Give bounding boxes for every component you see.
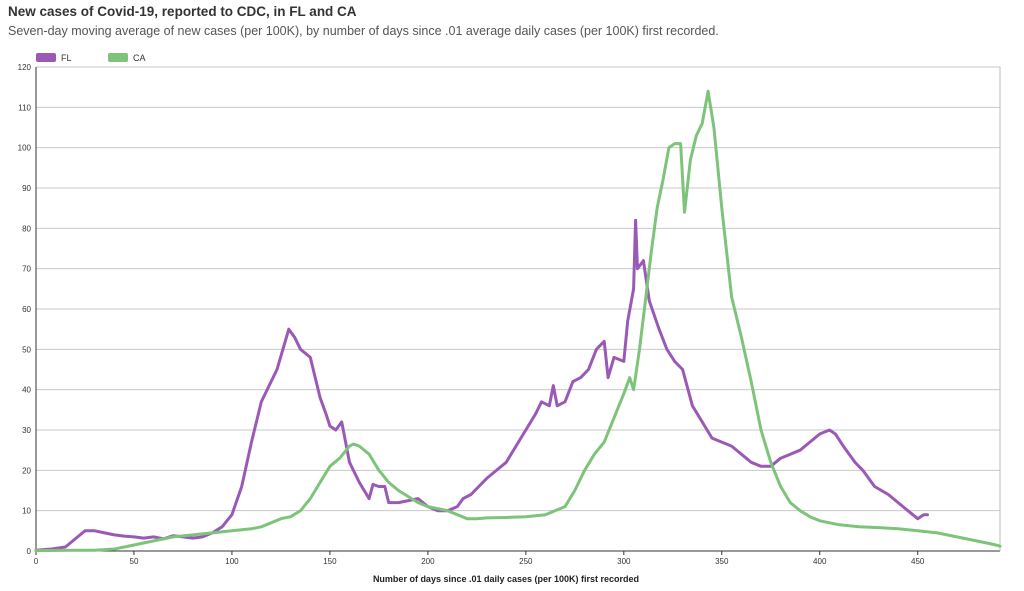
chart-title: New cases of Covid-19, reported to CDC, … [8,4,357,19]
axes: 0 10 20 30 40 50 60 70 80 90 100 110 120 0 50 100 150 200… [18,63,1001,566]
legend: FL CA [36,53,146,63]
y-tick-label: 80 [22,224,31,233]
series-lines [34,89,1002,553]
x-tick-label: 450 [911,557,925,566]
chart-subtitle: Seven-day moving average of new cases (p… [8,24,719,38]
x-tick-label: 50 [130,557,139,566]
y-tick-label: 110 [18,103,31,112]
x-tick-label: 250 [519,557,533,566]
y-tick-label: 0 [27,547,32,556]
series-line-fl [34,218,929,552]
series-line-ca [34,89,1002,553]
y-tick-label: 90 [22,184,31,193]
y-tick-label: 10 [22,507,31,516]
y-tick-label: 100 [18,144,32,153]
grid-lines [36,66,1000,512]
y-tick-label: 40 [22,386,31,395]
legend-swatch-fl [36,53,56,62]
x-tick-label: 300 [617,557,631,566]
legend-label-fl: FL [61,53,72,63]
legend-swatch-ca [108,53,128,62]
x-tick-label: 150 [323,557,337,566]
x-tick-label: 100 [225,557,239,566]
legend-label-ca: CA [133,53,146,63]
y-tick-label: 50 [22,345,31,354]
x-tick-label: 350 [715,557,729,566]
y-tick-label: 60 [22,305,31,314]
x-tick-label: 400 [813,557,827,566]
x-tick-label: 0 [34,557,39,566]
x-tick-label: 200 [421,557,435,566]
y-tick-label: 70 [22,265,31,274]
y-tick-label: 20 [22,466,31,475]
x-axis-title: Number of days since .01 daily cases (pe… [373,574,639,584]
y-tick-label: 120 [18,63,32,72]
y-tick-label: 30 [22,426,31,435]
